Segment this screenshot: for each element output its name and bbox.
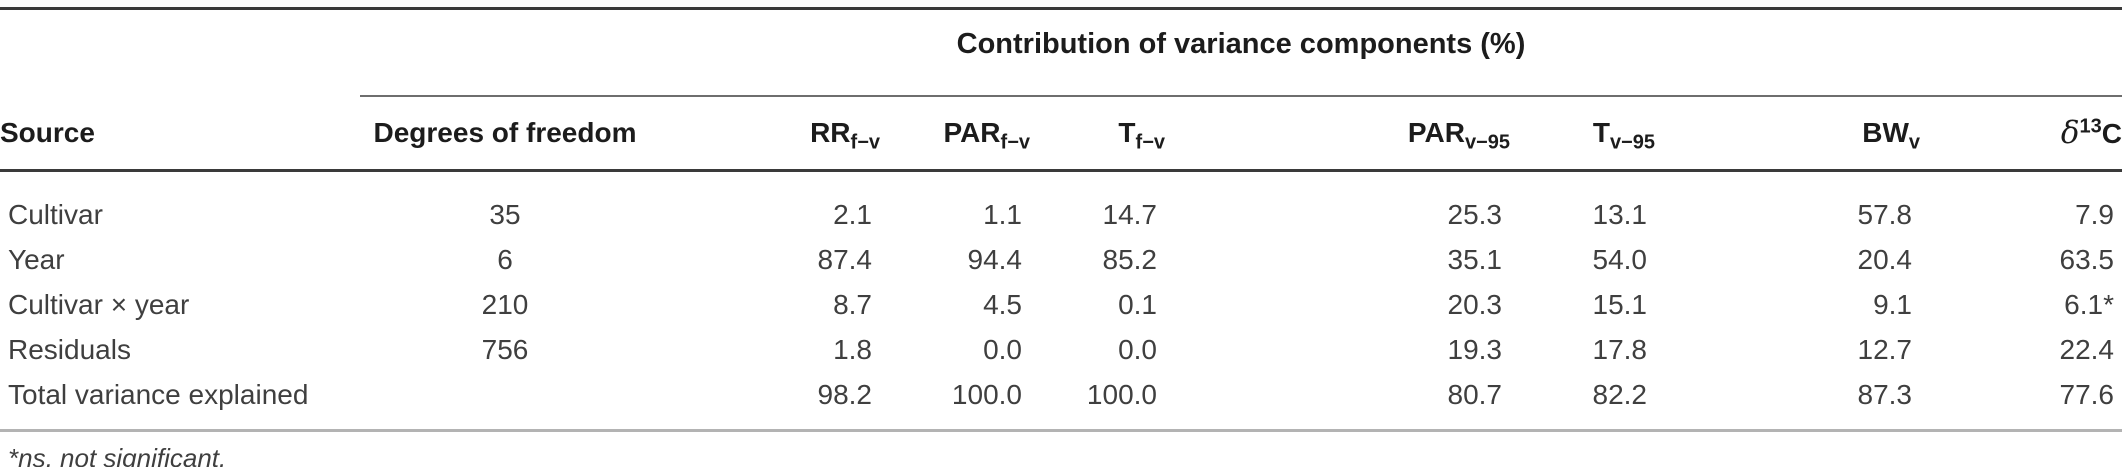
df-cell: 756 (481, 333, 529, 365)
table-row-year: Year 6 87.4 94.4 85.2 35.1 54.0 20.4 63.… (0, 237, 2122, 282)
span-header-row: Contribution of variance components (%) (0, 10, 2122, 97)
col-header-degrees-of-freedom: Degrees of freedom (360, 96, 650, 172)
value-cell: 1.1 (983, 198, 1022, 230)
df-cell (360, 372, 650, 417)
header-superscript: 13 (2079, 115, 2102, 138)
col-header-t-f-v: Tf−v (1030, 96, 1165, 172)
value-cell: 57.8 (1857, 198, 1913, 230)
value-cell: 17.8 (1592, 333, 1648, 365)
value-cell: 0.0 (983, 333, 1022, 365)
df-cell: 210 (481, 288, 529, 320)
col-header-source: Source (0, 96, 360, 172)
value-cell: 6.1* (2064, 288, 2114, 320)
header-subscript: v−95 (1464, 131, 1510, 154)
value-cell: 15.1 (1592, 288, 1648, 320)
value-cell: 25.3 (1447, 198, 1503, 230)
col-header-par-v-95: PARv−95 (1165, 96, 1510, 172)
header-base: PAR (943, 117, 1001, 148)
value-cell: 100.0 (1086, 378, 1157, 410)
value-cell: 2.1 (833, 198, 872, 230)
col-header-par-f-v: PARf−v (880, 96, 1030, 172)
col-header-t-v-95: Tv−95 (1510, 96, 1655, 172)
value-cell: 63.5 (2059, 243, 2115, 275)
value-cell: 80.7 (1447, 378, 1503, 410)
value-cell: 94.4 (967, 243, 1023, 275)
table-row-cultivar-x-year: Cultivar × year 210 8.7 4.5 0.1 20.3 15.… (0, 282, 2122, 327)
col-header-rr-f-v: RRf−v (650, 96, 880, 172)
span-header-spacer (0, 10, 360, 96)
source-cell: Cultivar (8, 198, 103, 230)
value-cell: 4.5 (983, 288, 1022, 320)
value-cell: 0.1 (1118, 288, 1157, 320)
header-subscript: f−v (850, 131, 880, 154)
header-subscript: f−v (1000, 131, 1030, 154)
value-cell: 1.8 (833, 333, 872, 365)
header-base: T (1118, 117, 1136, 148)
col-header-delta-13-c: δ13C (1920, 96, 2122, 172)
table-row-cultivar: Cultivar 35 2.1 1.1 14.7 25.3 13.1 57.8 … (0, 171, 2122, 238)
bottom-rule (0, 429, 2122, 432)
value-cell: 0.0 (1118, 333, 1157, 365)
table-row-total-variance-explained: Total variance explained 98.2 100.0 100.… (0, 372, 2122, 417)
col-header-bw-v: BWv (1655, 96, 1920, 172)
value-cell: 87.4 (817, 243, 873, 275)
source-cell: Residuals (8, 333, 131, 365)
source-cell: Total variance explained (8, 378, 309, 410)
value-cell: 87.3 (1857, 378, 1913, 410)
value-cell: 77.6 (2059, 378, 2115, 410)
df-cell: 35 (489, 198, 521, 230)
table-row-residuals: Residuals 756 1.8 0.0 0.0 19.3 17.8 12.7… (0, 327, 2122, 372)
header-base: BW (1862, 117, 1909, 148)
header-subscript: v−95 (1609, 131, 1655, 154)
value-cell: 82.2 (1592, 378, 1648, 410)
value-cell: 85.2 (1102, 243, 1158, 275)
value-cell: 9.1 (1873, 288, 1912, 320)
top-rule (0, 7, 2122, 10)
value-cell: 20.3 (1447, 288, 1503, 320)
df-cell: 6 (497, 243, 513, 275)
source-cell: Year (8, 243, 65, 275)
value-cell: 54.0 (1592, 243, 1648, 275)
value-cell: 20.4 (1857, 243, 1913, 275)
header-subscript: v (1908, 131, 1920, 154)
delta-glyph: δ (2060, 115, 2080, 151)
value-cell: 13.1 (1592, 198, 1648, 230)
header-base: RR (810, 117, 851, 148)
value-cell: 100.0 (951, 378, 1022, 410)
value-cell: 22.4 (2059, 333, 2115, 365)
footnote: *ns, not significant. (8, 443, 227, 467)
value-cell: 19.3 (1447, 333, 1503, 365)
value-cell: 7.9 (2075, 198, 2114, 230)
value-cell: 98.2 (817, 378, 873, 410)
value-cell: 35.1 (1447, 243, 1503, 275)
header-base: PAR (1407, 117, 1465, 148)
span-header-cell: Contribution of variance components (%) (360, 10, 2122, 97)
column-header-row: Source Degrees of freedom RRf−v PARf−v T… (0, 96, 2122, 172)
header-base: T (1592, 117, 1610, 148)
value-cell: 8.7 (833, 288, 872, 320)
header-base: C (2101, 118, 2122, 149)
value-cell: 14.7 (1102, 198, 1158, 230)
source-cell: Cultivar × year (8, 288, 190, 320)
value-cell: 12.7 (1857, 333, 1913, 365)
header-subscript: f−v (1135, 131, 1165, 154)
variance-table: Contribution of variance components (%) … (0, 10, 2122, 417)
